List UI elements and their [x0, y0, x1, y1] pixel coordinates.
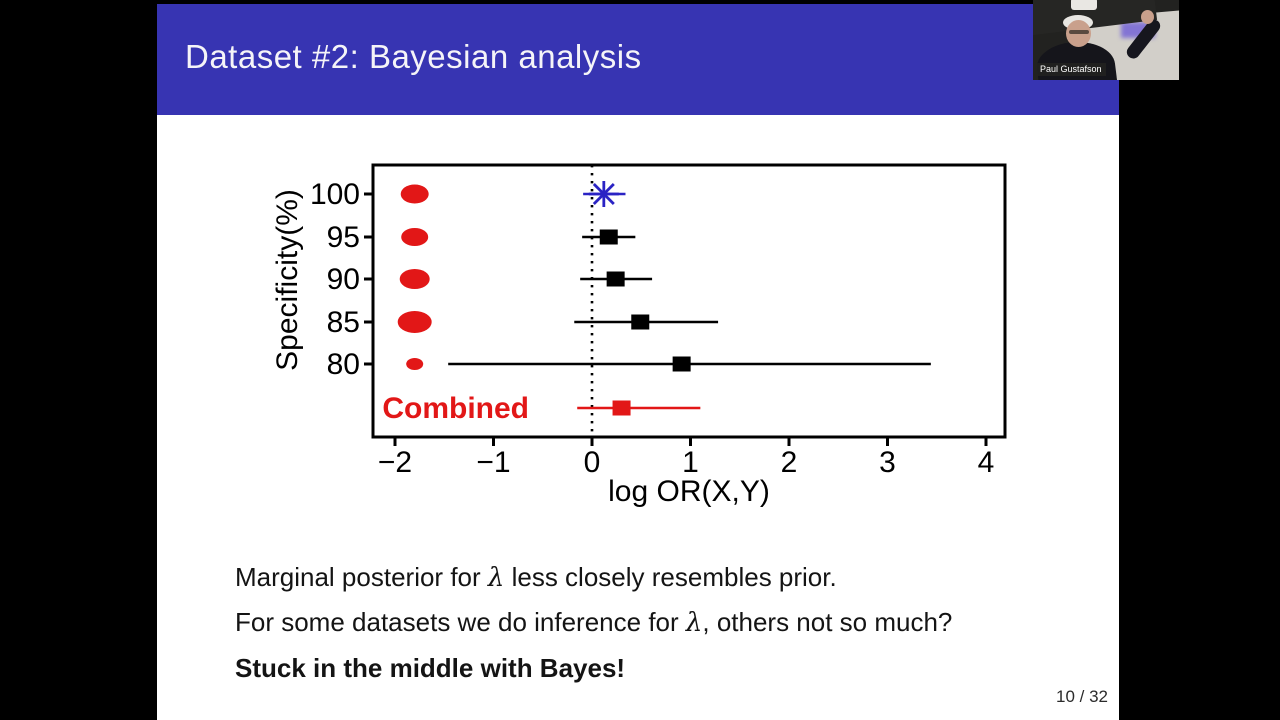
- svg-text:log OR(X,Y): log OR(X,Y): [608, 475, 770, 508]
- forest-plot-svg: 100 95 90 85 80 Combined −2 −1 0 1 2 3 4 log OR(X,Y) S…: [271, 163, 1007, 508]
- slide-title: Dataset #2: Bayesian analysis: [185, 38, 642, 75]
- lambda-symbol: λ: [685, 608, 703, 638]
- webcam-person-glasses: [1069, 30, 1089, 34]
- svg-text:90: 90: [327, 263, 360, 296]
- svg-text:80: 80: [327, 348, 360, 381]
- slide-header: Dataset #2: Bayesian analysis: [157, 4, 1119, 115]
- svg-text:Combined: Combined: [382, 392, 529, 425]
- page-indicator: 10 / 32: [1056, 687, 1108, 706]
- body-text-bold: Stuck in the middle with Bayes!: [235, 653, 626, 683]
- svg-text:85: 85: [327, 306, 360, 339]
- body-text: For some datasets we do inference for: [235, 607, 686, 637]
- slide: [157, 4, 1119, 720]
- svg-text:Specificity(%): Specificity(%): [271, 189, 304, 371]
- webcam-person-hand: [1141, 10, 1154, 24]
- body-text-line-2: For some datasets we do inference for λ,…: [235, 607, 952, 638]
- body-text-line-1: Marginal posterior for λ less closely re…: [235, 562, 837, 593]
- webcam-light-fixture: [1071, 0, 1097, 10]
- svg-text:0: 0: [584, 446, 601, 479]
- svg-text:3: 3: [879, 446, 896, 479]
- svg-text:−2: −2: [378, 446, 412, 479]
- svg-text:4: 4: [978, 446, 995, 479]
- svg-text:100: 100: [310, 178, 360, 211]
- body-text: , others not so much?: [702, 607, 953, 637]
- forest-plot-chart: 100 95 90 85 80 Combined −2 −1 0 1 2 3 4 log OR(X,Y) S…: [157, 140, 1120, 532]
- svg-text:2: 2: [781, 446, 798, 479]
- svg-text:1: 1: [682, 446, 699, 479]
- svg-text:−1: −1: [476, 446, 510, 479]
- webcam-name-label: Paul Gustafson: [1036, 63, 1106, 76]
- lambda-symbol: λ: [487, 563, 505, 593]
- body-text: Marginal posterior for: [235, 562, 488, 592]
- body-text-line-3: Stuck in the middle with Bayes!: [235, 653, 625, 684]
- webcam-video-tile[interactable]: Paul Gustafson: [1033, 0, 1179, 80]
- body-text: less closely resembles prior.: [504, 562, 837, 592]
- svg-text:95: 95: [327, 221, 360, 254]
